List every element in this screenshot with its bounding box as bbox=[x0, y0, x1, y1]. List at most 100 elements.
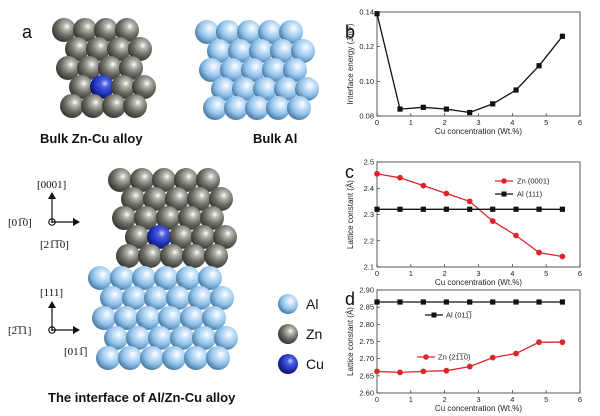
al-atom bbox=[283, 58, 307, 82]
al-atom bbox=[104, 326, 128, 350]
al-atom bbox=[184, 346, 208, 370]
x-tick-label: 6 bbox=[578, 118, 582, 127]
upper-direction-axes bbox=[48, 192, 80, 226]
data-point bbox=[466, 363, 473, 370]
al-atom bbox=[158, 306, 182, 330]
dir-01-1: [011̅] bbox=[64, 346, 87, 358]
al-atom bbox=[140, 346, 164, 370]
zn-atom bbox=[178, 206, 202, 230]
y-axis-label: Lattice constant (Å) bbox=[346, 307, 355, 376]
data-point bbox=[374, 170, 380, 177]
zn-atom bbox=[213, 225, 237, 249]
zn-atom bbox=[94, 18, 118, 42]
x-tick-label: 3 bbox=[476, 395, 480, 404]
data-point bbox=[536, 63, 542, 69]
zn-atom bbox=[60, 94, 84, 118]
y-tick-label: 2.80 bbox=[359, 320, 374, 329]
zn-atom bbox=[69, 75, 93, 99]
data-point bbox=[374, 11, 380, 17]
zn-atom bbox=[123, 94, 147, 118]
al-atom bbox=[154, 266, 178, 290]
x-tick-label: 4 bbox=[510, 118, 514, 127]
series-line bbox=[376, 13, 563, 114]
x-tick-label: 3 bbox=[476, 118, 480, 127]
y-tick-label: 0.10 bbox=[359, 77, 374, 86]
x-tick-label: 4 bbox=[510, 395, 514, 404]
zn-atom bbox=[152, 168, 176, 192]
bulk-zncu-title: Bulk Zn-Cu alloy bbox=[40, 131, 143, 146]
x-tick-label: 4 bbox=[510, 269, 514, 278]
data-point bbox=[374, 299, 380, 305]
panel-label-c: c bbox=[345, 162, 354, 182]
al-atom bbox=[110, 266, 134, 290]
zn-atom bbox=[130, 168, 154, 192]
zn-atom bbox=[134, 206, 158, 230]
dir-0001: [0001] bbox=[37, 179, 66, 191]
x-tick-label: 0 bbox=[375, 269, 379, 278]
zn-atom bbox=[156, 206, 180, 230]
data-point bbox=[420, 299, 426, 305]
chart-lattice-constant-d: 0 1 2 3 4 5 6 2.60 2.65 2.70 2.75 2.80 2.85 2.90 Cu co… bbox=[346, 286, 582, 414]
data-point bbox=[513, 87, 519, 93]
al-legend-label: Al bbox=[306, 296, 318, 312]
zn-atom bbox=[191, 225, 215, 249]
al-atom bbox=[258, 20, 282, 44]
legend-marker bbox=[501, 178, 507, 184]
al-atom bbox=[207, 39, 231, 63]
data-point bbox=[443, 190, 450, 197]
al-atom bbox=[126, 326, 150, 350]
zn-atom bbox=[160, 244, 184, 268]
x-tick-label: 5 bbox=[544, 118, 548, 127]
y-tick-label: 2.60 bbox=[359, 389, 374, 398]
zn-atom bbox=[65, 37, 89, 61]
al-atom bbox=[270, 39, 294, 63]
al-atom bbox=[148, 326, 172, 350]
zn-atom bbox=[77, 56, 101, 80]
data-point bbox=[397, 206, 403, 212]
y-tick-label: 2.85 bbox=[359, 303, 374, 312]
x-tick-label: 0 bbox=[375, 118, 379, 127]
x-tick-label: 2 bbox=[443, 269, 447, 278]
data-point bbox=[489, 354, 496, 361]
data-point bbox=[467, 109, 473, 116]
al-atom bbox=[199, 58, 223, 82]
zn-atom bbox=[107, 37, 131, 61]
lower-direction-axes bbox=[48, 301, 80, 334]
zn-atom bbox=[132, 75, 156, 99]
data-point bbox=[536, 299, 542, 305]
al-atom bbox=[220, 58, 244, 82]
al-atom bbox=[88, 266, 112, 290]
data-point bbox=[489, 218, 496, 224]
zn-atom bbox=[102, 94, 126, 118]
al-atom bbox=[166, 286, 190, 310]
zn-atom bbox=[86, 37, 110, 61]
al-atom bbox=[291, 39, 315, 63]
data-point bbox=[559, 299, 566, 305]
data-point bbox=[536, 249, 542, 256]
zn-atom bbox=[121, 187, 145, 211]
data-point bbox=[559, 33, 566, 39]
x-tick-label: 6 bbox=[578, 269, 582, 278]
dir-111: [111] bbox=[40, 287, 63, 299]
data-point bbox=[466, 198, 473, 205]
x-tick-label: 5 bbox=[544, 269, 548, 278]
y-tick-label: 0.08 bbox=[359, 112, 374, 121]
al-atom bbox=[249, 39, 273, 63]
zn-atom bbox=[138, 244, 162, 268]
x-axis-label: Cu concentration (Wt.%) bbox=[435, 404, 522, 413]
zn-atom bbox=[125, 225, 149, 249]
al-atom bbox=[96, 346, 120, 370]
zn-atom bbox=[81, 94, 105, 118]
data-point bbox=[397, 299, 403, 305]
al-atom bbox=[228, 39, 252, 63]
data-point bbox=[420, 104, 426, 110]
zn-atom bbox=[187, 187, 211, 211]
data-point bbox=[467, 299, 473, 305]
dir-2-1-1: [2̅1̅1] bbox=[8, 325, 31, 337]
data-point bbox=[559, 339, 566, 346]
zn-atom bbox=[209, 187, 233, 211]
data-point bbox=[559, 253, 566, 260]
series-line bbox=[376, 173, 563, 258]
data-point bbox=[443, 106, 449, 112]
data-point bbox=[490, 299, 496, 305]
